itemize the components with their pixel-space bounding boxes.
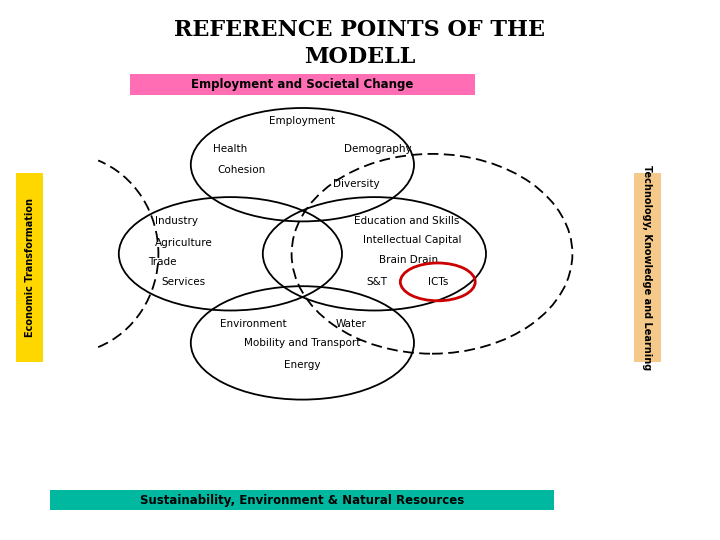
Text: Mobility and Transport: Mobility and Transport: [244, 338, 361, 348]
Text: MODELL: MODELL: [305, 46, 415, 68]
Text: Diversity: Diversity: [333, 179, 379, 188]
FancyBboxPatch shape: [50, 490, 554, 510]
Text: Employment: Employment: [269, 117, 336, 126]
Text: REFERENCE POINTS OF THE: REFERENCE POINTS OF THE: [174, 19, 546, 40]
Text: Economic Transformation: Economic Transformation: [24, 198, 35, 337]
Text: Agriculture: Agriculture: [155, 238, 212, 248]
Text: Trade: Trade: [148, 257, 176, 267]
Text: Demography: Demography: [344, 144, 412, 153]
Text: Employment and Societal Change: Employment and Societal Change: [192, 78, 413, 91]
Text: Technology, Knowledge and Learning: Technology, Knowledge and Learning: [642, 165, 652, 370]
Text: Health: Health: [213, 144, 248, 153]
Text: Energy: Energy: [284, 360, 320, 369]
Text: S&T: S&T: [366, 277, 388, 287]
Text: Industry: Industry: [155, 217, 198, 226]
Text: Environment: Environment: [220, 319, 287, 329]
Text: Sustainability, Environment & Natural Resources: Sustainability, Environment & Natural Re…: [140, 494, 464, 507]
FancyBboxPatch shape: [16, 173, 43, 362]
Text: Cohesion: Cohesion: [217, 165, 266, 175]
Text: Education and Skills: Education and Skills: [354, 217, 459, 226]
FancyBboxPatch shape: [130, 74, 475, 94]
Text: Brain Drain: Brain Drain: [379, 255, 438, 265]
Text: Water: Water: [336, 319, 366, 329]
Text: Services: Services: [161, 277, 206, 287]
Text: ICTs: ICTs: [428, 277, 448, 287]
FancyBboxPatch shape: [634, 173, 661, 362]
Text: Intellectual Capital: Intellectual Capital: [363, 235, 461, 245]
